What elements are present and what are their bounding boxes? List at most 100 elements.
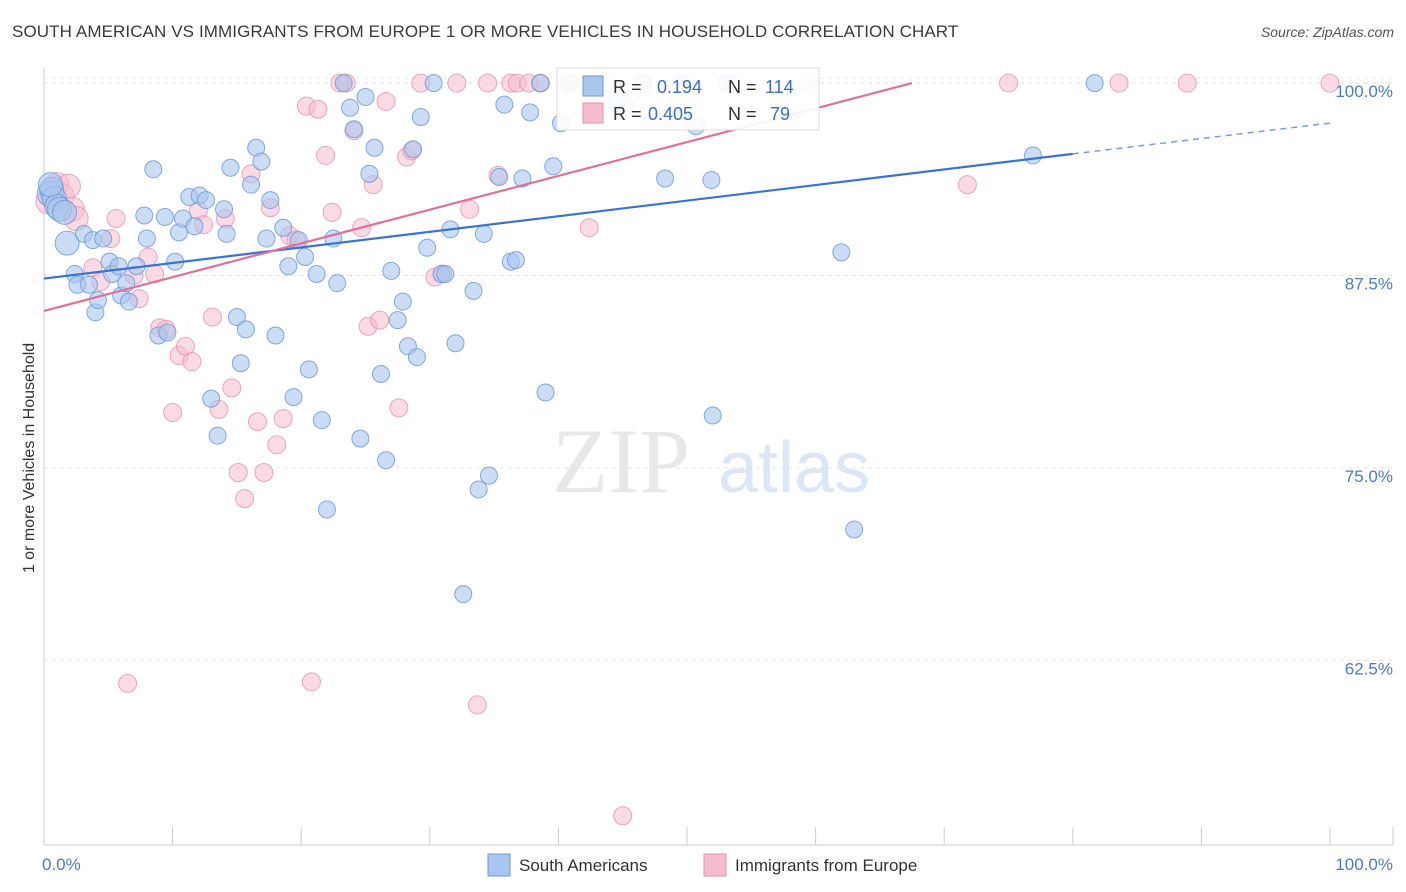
blue-point-74 [404, 140, 423, 159]
y-tick-label-3: 62.5% [1345, 659, 1393, 678]
blue-point-36 [202, 389, 221, 408]
pink-point-27 [222, 378, 242, 398]
pink-point-77 [1177, 73, 1197, 93]
blue-point-23 [135, 206, 154, 225]
pink-point-49 [370, 310, 390, 330]
bottom-legend-label-south-americans: South Americans [519, 856, 648, 875]
pink-point-42 [322, 202, 342, 222]
blue-point-111 [531, 74, 550, 93]
blue-point-91 [506, 251, 525, 270]
blue-point-44 [242, 175, 261, 194]
blue-point-50 [274, 218, 293, 237]
legend-r-label-1: R = [613, 77, 642, 97]
blue-point-93 [521, 103, 540, 122]
blue-point-105 [702, 171, 721, 190]
pink-point-28 [228, 463, 248, 483]
blue-point-112 [703, 406, 722, 425]
blue-point-6 [52, 199, 78, 225]
legend-swatch-pink [582, 102, 604, 124]
y-tick-label-0: 100.0% [1335, 82, 1393, 101]
pink-point-40 [308, 99, 328, 119]
bottom-legend-swatch-pink [703, 853, 727, 877]
pink-point-11 [118, 673, 138, 693]
blue-point-83 [454, 585, 473, 604]
blue-point-28 [158, 323, 177, 342]
pink-point-41 [316, 145, 336, 165]
series-south-americans-points [36, 74, 1104, 604]
blue-point-84 [464, 281, 483, 300]
legend-n-value-1: 114 [765, 77, 794, 97]
tick-labels: 100.0% 87.5% 75.0% 62.5% 0.0% 100.0% [42, 82, 1393, 874]
pink-point-34 [267, 435, 287, 455]
blue-point-15 [94, 229, 113, 248]
blue-point-95 [544, 157, 563, 176]
blue-point-102 [656, 169, 675, 188]
pink-point-29 [235, 489, 255, 509]
pink-point-67 [579, 218, 599, 238]
pink-point-31 [247, 412, 267, 432]
blue-point-7 [54, 230, 80, 256]
pink-point-21 [182, 352, 202, 372]
y-tick-label-1: 87.5% [1345, 274, 1393, 293]
blue-point-70 [382, 261, 401, 280]
blue-point-89 [495, 95, 514, 114]
blue-point-65 [356, 87, 375, 106]
pink-point-10 [106, 209, 126, 229]
blue-point-63 [344, 120, 363, 139]
blue-point-76 [411, 107, 430, 126]
watermark-zip: ZIP [552, 410, 690, 512]
blue-point-94 [536, 383, 555, 402]
pink-point-78 [1320, 73, 1340, 93]
blue-point-47 [257, 229, 276, 248]
blue-point-5 [37, 172, 63, 198]
pink-point-58 [460, 199, 480, 219]
stats-legend: R = 0.194 N = 114 R = 0.405 N = 79 [556, 67, 820, 131]
blue-point-71 [388, 311, 407, 330]
blue-point-41 [227, 308, 246, 327]
blue-point-75 [407, 348, 426, 367]
pink-point-39 [301, 672, 321, 692]
trend-line-south-americans [43, 152, 1073, 280]
blue-point-86 [474, 224, 493, 243]
blue-point-57 [312, 411, 331, 430]
blue-point-55 [299, 360, 318, 379]
series-legend: South Americans Immigrants from Europe [487, 853, 917, 877]
blue-point-39 [217, 224, 236, 243]
blue-point-52 [284, 388, 303, 407]
blue-point-35 [197, 191, 216, 210]
legend-r-label-2: R = [613, 104, 642, 124]
blue-point-51 [279, 257, 298, 276]
pink-point-24 [202, 307, 222, 327]
legend-n-label-2: N = [728, 104, 757, 124]
blue-point-87 [479, 466, 498, 485]
pink-point-74 [957, 175, 977, 195]
blue-point-64 [351, 429, 370, 448]
blue-point-61 [334, 74, 353, 93]
bottom-legend-label-immigrants-from-europe: Immigrants from Europe [735, 856, 917, 875]
y-tick-label-2: 75.0% [1345, 467, 1393, 486]
blue-point-56 [307, 264, 326, 283]
blue-point-60 [328, 274, 347, 293]
blue-point-77 [418, 238, 437, 257]
pink-point-51 [389, 398, 409, 418]
blue-point-69 [377, 451, 396, 470]
blue-point-66 [360, 164, 379, 183]
pink-point-35 [273, 409, 293, 429]
blue-point-58 [317, 500, 336, 519]
blue-point-109 [1023, 146, 1042, 165]
blue-point-54 [296, 248, 315, 267]
blue-point-78 [424, 74, 443, 93]
blue-point-88 [490, 167, 509, 186]
blue-point-40 [221, 158, 240, 177]
blue-point-82 [446, 334, 465, 353]
pink-point-59 [467, 695, 487, 715]
blue-point-11 [80, 275, 99, 294]
pink-point-50 [376, 92, 396, 112]
blue-point-67 [365, 138, 384, 157]
blue-point-21 [119, 292, 138, 311]
blue-point-110 [1085, 74, 1104, 93]
pink-point-32 [254, 463, 274, 483]
x-tick-label-1: 100.0% [1335, 855, 1393, 874]
pink-point-60 [478, 73, 498, 93]
